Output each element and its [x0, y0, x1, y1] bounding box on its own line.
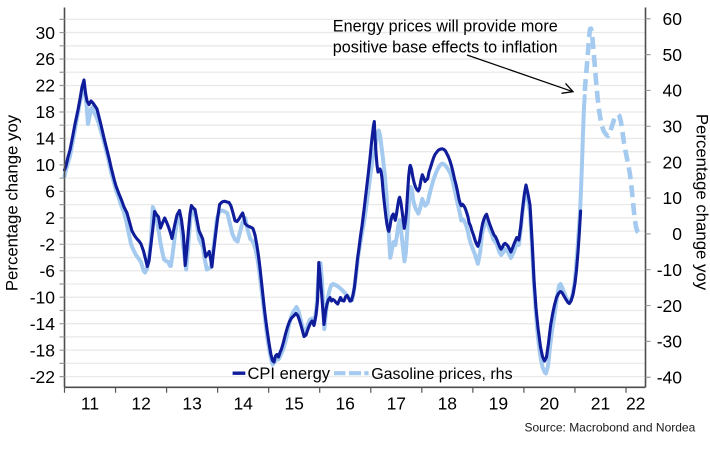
svg-text:14: 14	[233, 394, 253, 414]
svg-text:50: 50	[663, 45, 683, 65]
svg-text:-10: -10	[657, 260, 683, 280]
svg-text:19: 19	[489, 394, 508, 414]
svg-text:-20: -20	[657, 296, 683, 316]
svg-text:10: 10	[663, 188, 683, 208]
svg-text:positive base effects to infla: positive base effects to inflation	[333, 39, 558, 57]
svg-text:17: 17	[387, 394, 406, 414]
svg-text:60: 60	[663, 9, 683, 29]
svg-text:10: 10	[36, 155, 56, 175]
svg-text:Source: Macrobond and Nordea: Source: Macrobond and Nordea	[525, 421, 696, 435]
svg-text:0: 0	[672, 224, 682, 244]
svg-text:21: 21	[591, 394, 610, 414]
svg-text:-22: -22	[30, 367, 55, 387]
svg-text:18: 18	[438, 394, 457, 414]
svg-text:Gasoline prices, rhs: Gasoline prices, rhs	[371, 366, 512, 383]
svg-text:14: 14	[36, 129, 56, 149]
svg-text:2: 2	[45, 208, 55, 228]
svg-text:-10: -10	[30, 287, 56, 307]
svg-text:-14: -14	[30, 314, 56, 334]
svg-text:6: 6	[45, 182, 55, 202]
svg-text:20: 20	[540, 394, 560, 414]
svg-text:Percentage change yoy: Percentage change yoy	[693, 114, 710, 291]
svg-text:11: 11	[81, 394, 99, 414]
svg-text:12: 12	[131, 394, 150, 414]
svg-text:26: 26	[36, 49, 55, 69]
svg-text:-40: -40	[657, 367, 683, 387]
svg-text:30: 30	[663, 117, 683, 137]
svg-text:15: 15	[284, 394, 303, 414]
svg-text:-6: -6	[39, 261, 55, 281]
svg-text:Energy prices will provide mor: Energy prices will provide more	[333, 18, 558, 36]
svg-text:CPI energy: CPI energy	[248, 365, 331, 383]
svg-text:13: 13	[182, 394, 201, 414]
svg-text:22: 22	[36, 76, 55, 96]
svg-text:-30: -30	[657, 332, 683, 352]
svg-text:16: 16	[335, 394, 354, 414]
svg-text:-2: -2	[39, 235, 55, 255]
svg-text:Percentage change yoy: Percentage change yoy	[3, 114, 22, 291]
svg-text:18: 18	[36, 102, 55, 122]
svg-text:22: 22	[626, 394, 645, 414]
svg-text:20: 20	[663, 152, 683, 172]
svg-text:-18: -18	[30, 340, 55, 360]
svg-text:40: 40	[663, 81, 683, 101]
svg-text:30: 30	[36, 23, 56, 43]
